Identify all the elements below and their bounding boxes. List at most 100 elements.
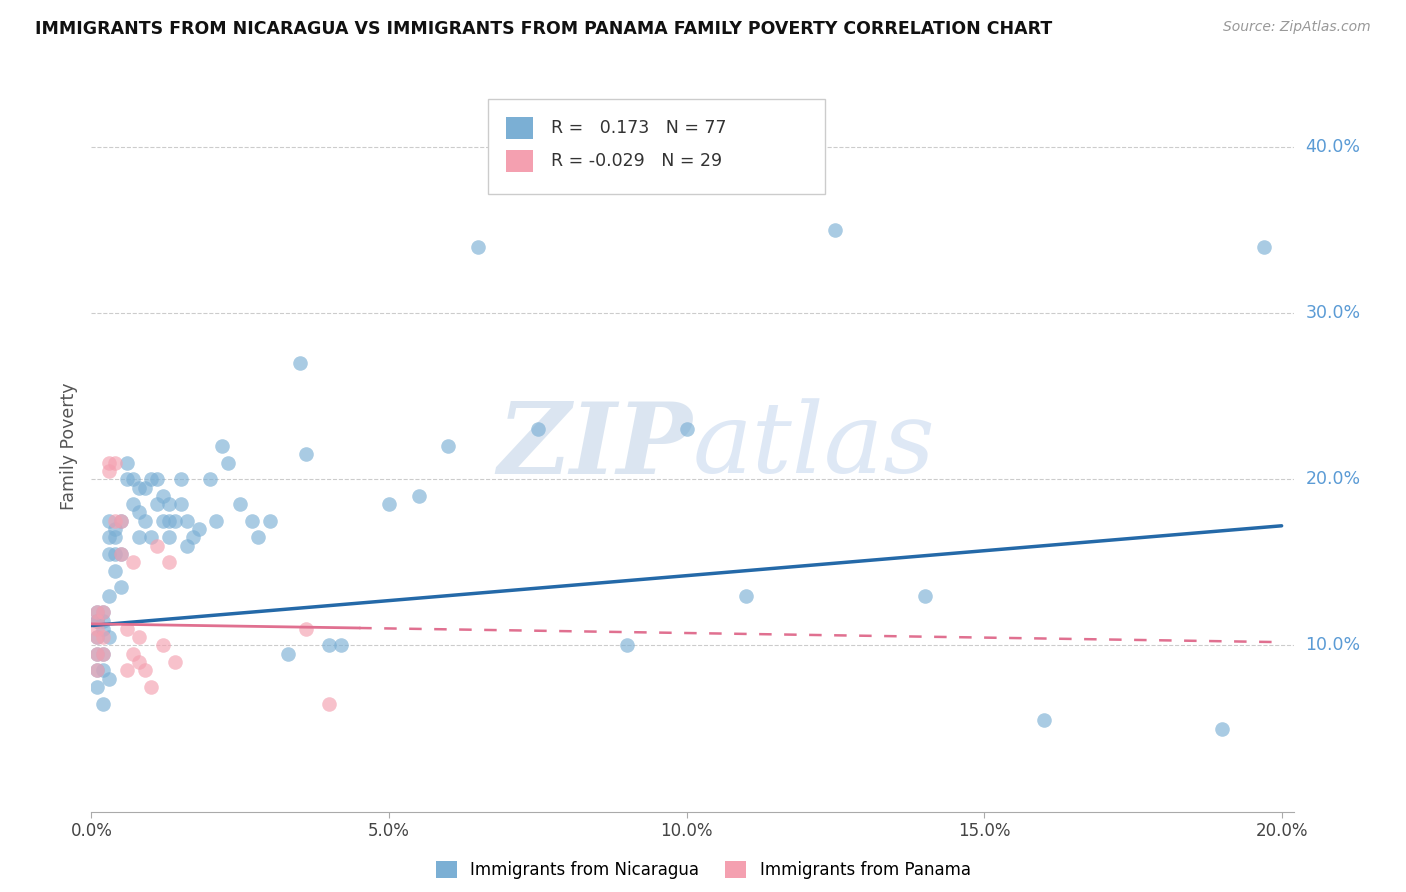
Point	[86, 630, 108, 644]
Point	[91, 605, 114, 619]
Point	[675, 422, 697, 436]
Point	[122, 497, 145, 511]
Point	[157, 555, 180, 569]
Point	[914, 589, 936, 603]
Point	[98, 530, 121, 544]
Point	[128, 630, 150, 644]
Point	[526, 422, 548, 436]
Point	[91, 622, 114, 636]
Point	[408, 489, 430, 503]
Point	[134, 664, 156, 678]
Point	[86, 605, 108, 619]
Point	[86, 680, 108, 694]
Point	[157, 530, 180, 544]
Point	[86, 664, 108, 678]
Point	[110, 514, 132, 528]
Point	[247, 530, 270, 544]
Point	[169, 472, 191, 486]
FancyBboxPatch shape	[488, 99, 825, 194]
Point	[86, 614, 108, 628]
Text: Source: ZipAtlas.com: Source: ZipAtlas.com	[1223, 20, 1371, 34]
Point	[104, 456, 127, 470]
Point	[146, 497, 169, 511]
Point	[217, 456, 239, 470]
Point	[128, 655, 150, 669]
Point	[139, 530, 162, 544]
Point	[104, 514, 127, 528]
Point	[91, 614, 114, 628]
Point	[86, 630, 108, 644]
Point	[1253, 239, 1275, 253]
Point	[134, 514, 156, 528]
Point	[467, 239, 489, 253]
Point	[181, 530, 204, 544]
Point	[211, 439, 233, 453]
Bar	[506, 117, 533, 139]
Point	[98, 456, 121, 470]
Point	[128, 506, 150, 520]
Point	[176, 539, 198, 553]
Point	[115, 664, 138, 678]
Point	[91, 647, 114, 661]
Legend: Immigrants from Nicaragua, Immigrants from Panama: Immigrants from Nicaragua, Immigrants fr…	[436, 861, 970, 880]
Point	[169, 497, 191, 511]
Point	[104, 530, 127, 544]
Point	[259, 514, 281, 528]
Point	[91, 647, 114, 661]
Point	[152, 489, 174, 503]
Text: 20.0%: 20.0%	[1306, 470, 1361, 488]
Point	[104, 564, 127, 578]
Point	[98, 547, 121, 561]
Point	[122, 647, 145, 661]
Point	[91, 664, 114, 678]
Point	[139, 472, 162, 486]
Point	[86, 605, 108, 619]
Point	[146, 472, 169, 486]
Text: R =   0.173   N = 77: R = 0.173 N = 77	[551, 119, 725, 136]
Point	[378, 497, 401, 511]
Point	[146, 539, 169, 553]
Point	[134, 481, 156, 495]
Point	[104, 522, 127, 536]
Text: 30.0%: 30.0%	[1306, 304, 1361, 322]
Text: atlas: atlas	[692, 399, 935, 493]
Text: IMMIGRANTS FROM NICARAGUA VS IMMIGRANTS FROM PANAMA FAMILY POVERTY CORRELATION C: IMMIGRANTS FROM NICARAGUA VS IMMIGRANTS …	[35, 20, 1053, 37]
Point	[1211, 722, 1233, 736]
Point	[86, 622, 108, 636]
Point	[139, 680, 162, 694]
Point	[277, 647, 299, 661]
Point	[86, 647, 108, 661]
Text: ZIP: ZIP	[498, 398, 692, 494]
Point	[104, 547, 127, 561]
Point	[157, 497, 180, 511]
Point	[288, 356, 311, 370]
Point	[110, 547, 132, 561]
Point	[294, 447, 316, 461]
Point	[229, 497, 252, 511]
Point	[205, 514, 228, 528]
Text: 10.0%: 10.0%	[1306, 637, 1361, 655]
Point	[163, 514, 186, 528]
Point	[98, 589, 121, 603]
Point	[1032, 714, 1054, 728]
Point	[91, 697, 114, 711]
Point	[86, 664, 108, 678]
Y-axis label: Family Poverty: Family Poverty	[59, 383, 77, 509]
Point	[294, 622, 316, 636]
Text: R = -0.029   N = 29: R = -0.029 N = 29	[551, 152, 721, 169]
Point	[91, 605, 114, 619]
Point	[152, 639, 174, 653]
Point	[157, 514, 180, 528]
Point	[98, 514, 121, 528]
Point	[115, 472, 138, 486]
Point	[318, 639, 340, 653]
Text: 40.0%: 40.0%	[1306, 137, 1361, 156]
Point	[824, 223, 846, 237]
Point	[122, 472, 145, 486]
Point	[91, 630, 114, 644]
Bar	[506, 150, 533, 171]
Point	[187, 522, 209, 536]
Point	[86, 614, 108, 628]
Point	[115, 456, 138, 470]
Point	[110, 547, 132, 561]
